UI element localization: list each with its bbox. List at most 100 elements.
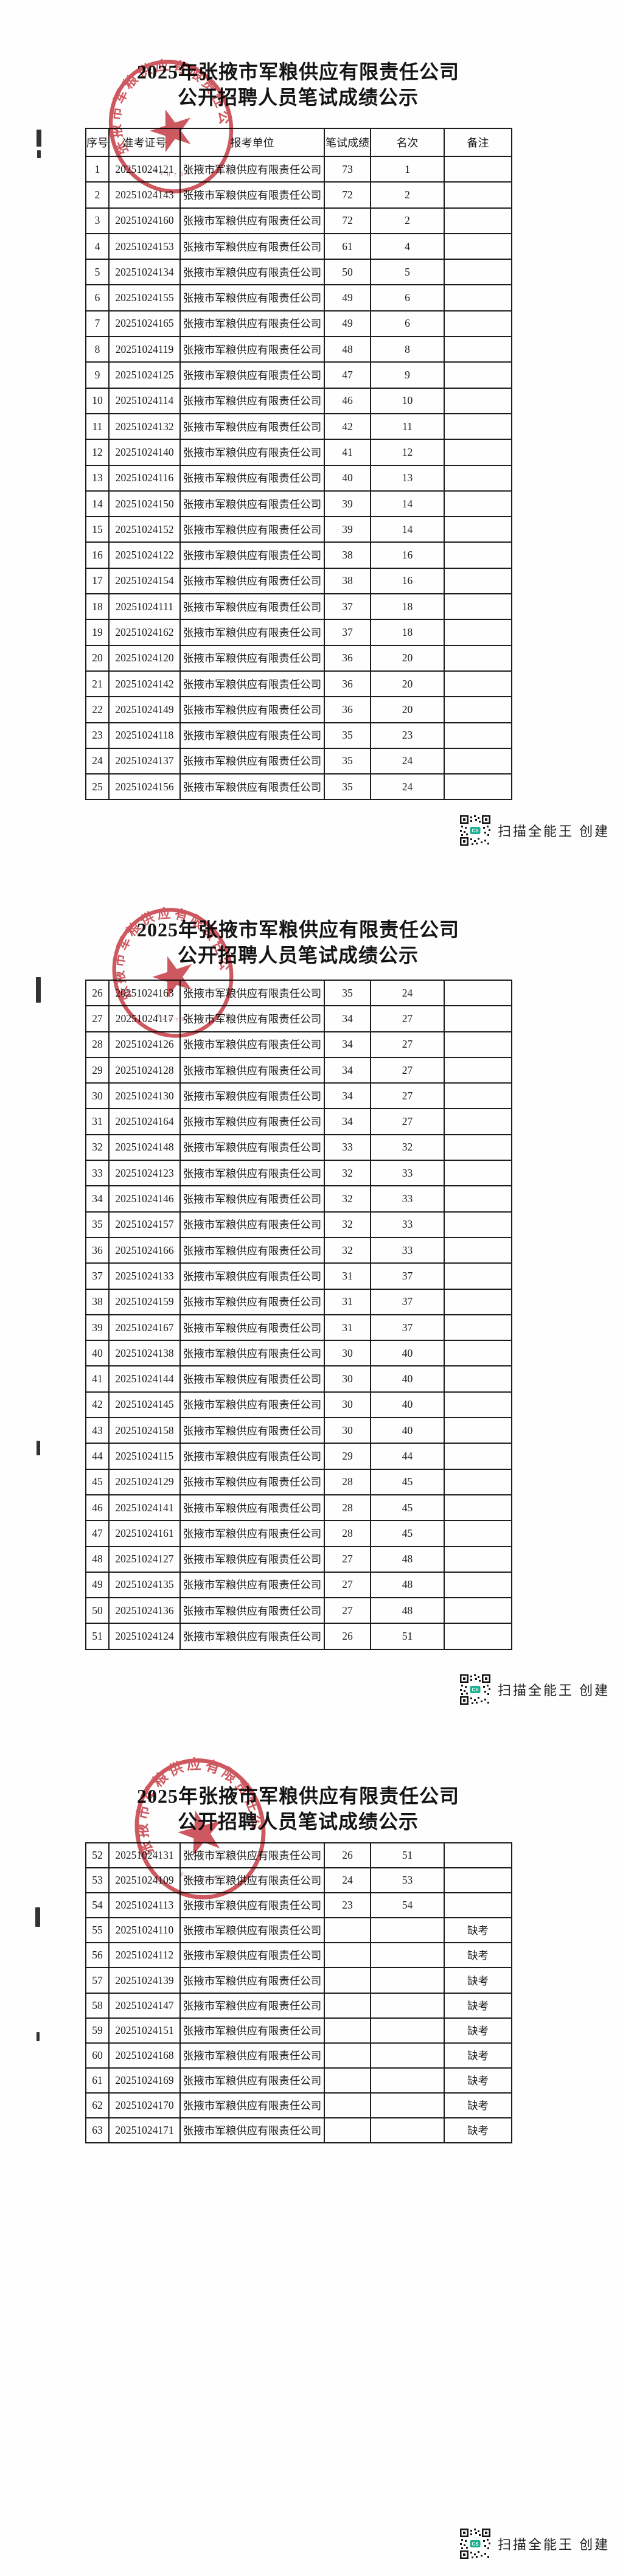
cell-score: 27: [324, 1545, 371, 1573]
svg-text:张掖市军粮供应有限责任公司: 张掖市军粮供应有限责任公司: [129, 1750, 269, 1868]
cell-no: 63: [85, 2117, 110, 2144]
seal-serial-text: 620702: [178, 1862, 221, 1891]
cell-note: [444, 644, 512, 672]
cell-no: 54: [85, 1892, 110, 1919]
cell-rank: [370, 1992, 445, 2019]
cell-admission-id: 20251024164: [108, 1108, 181, 1135]
cell-score: 39: [324, 516, 371, 543]
cell-note: [444, 1005, 512, 1032]
table-row: 56 20251024112 张掖市军粮供应有限责任公司 缺考: [85, 1942, 512, 1969]
cell-rank: 20: [370, 696, 445, 723]
cell-note: [444, 1314, 512, 1342]
cell-admission-id: 20251024145: [108, 1391, 181, 1419]
cell-admission-id: 20251024127: [108, 1545, 181, 1573]
cell-no: 26: [85, 979, 110, 1007]
table-row: 49 20251024135 张掖市军粮供应有限责任公司 27 48: [85, 1571, 512, 1599]
cell-no: 3: [85, 207, 110, 234]
cell-rank: 2: [370, 207, 445, 234]
cell-score: 30: [324, 1417, 371, 1444]
cell-unit: 张掖市军粮供应有限责任公司: [179, 1992, 325, 2019]
cell-admission-id: 20251024150: [108, 490, 181, 518]
cell-admission-id: 20251024133: [108, 1262, 181, 1290]
seal-serial-text: 620702: [152, 157, 194, 186]
cell-rank: 11: [370, 413, 445, 440]
cell-admission-id: 20251024143: [108, 181, 181, 209]
cell-admission-id: 20251024154: [108, 567, 181, 595]
cell-no: 20: [85, 644, 110, 672]
cell-score: 34: [324, 1082, 371, 1110]
cell-no: 16: [85, 541, 110, 569]
cell-rank: 27: [370, 1005, 445, 1032]
table-row: 29 20251024128 张掖市军粮供应有限责任公司 34 27: [85, 1056, 512, 1084]
cell-no: 36: [85, 1236, 110, 1264]
table-row: 1 20251024121 张掖市军粮供应有限责任公司 73 1: [85, 155, 512, 183]
score-table-page1: 序号 准考证号 报考单位 笔试成绩 名次 备注 1 20251024121 张掖市军…: [85, 128, 512, 801]
cell-score: [324, 1992, 371, 2019]
cell-no: 18: [85, 593, 110, 621]
cell-score: 42: [324, 413, 371, 440]
cell-score: 72: [324, 181, 371, 209]
table-row: 43 20251024158 张掖市军粮供应有限责任公司 30 40: [85, 1417, 512, 1444]
cell-no: 4: [85, 232, 110, 260]
table-row: 15 20251024152 张掖市军粮供应有限责任公司 39 14: [85, 516, 512, 543]
cell-score: 61: [324, 232, 371, 260]
cell-rank: 33: [370, 1160, 445, 1187]
cell-no: 28: [85, 1031, 110, 1058]
table-row: 19 20251024162 张掖市军粮供应有限责任公司 37 18: [85, 619, 512, 646]
cell-rank: 6: [370, 310, 445, 338]
cell-rank: 23: [370, 722, 445, 749]
title-line2: 公开招聘人员笔试成绩公示: [177, 944, 419, 966]
cell-no: 47: [85, 1520, 110, 1547]
seal-star-icon: [152, 956, 192, 998]
cell-admission-id: 20251024130: [108, 1082, 181, 1110]
cell-rank: 32: [370, 1133, 445, 1161]
cell-score: 40: [324, 464, 371, 492]
table-row: 20 20251024120 张掖市军粮供应有限责任公司 36 20: [85, 644, 512, 672]
cell-unit: 张掖市军粮供应有限责任公司: [179, 1031, 325, 1058]
cell-score: 32: [324, 1185, 371, 1213]
cell-no: 35: [85, 1211, 110, 1238]
cell-score: 36: [324, 670, 371, 698]
cell-admission-id: 20251024166: [108, 1236, 181, 1264]
cell-note: [444, 464, 512, 492]
table-row: 14 20251024150 张掖市军粮供应有限责任公司 39 14: [85, 490, 512, 518]
cell-no: 2: [85, 181, 110, 209]
cell-unit: 张掖市军粮供应有限责任公司: [179, 1185, 325, 1213]
cell-rank: 16: [370, 541, 445, 569]
table-row: 32 20251024148 张掖市军粮供应有限责任公司 33 32: [85, 1133, 512, 1161]
cell-no: 62: [85, 2092, 110, 2119]
cell-note: [444, 1133, 512, 1161]
cell-unit: 张掖市军粮供应有限责任公司: [179, 1917, 325, 1944]
cell-unit: 张掖市军粮供应有限责任公司: [179, 1892, 325, 1919]
cell-note: [444, 773, 512, 801]
cell-admission-id: 20251024159: [108, 1288, 181, 1315]
scan-artifact: [37, 130, 41, 147]
cell-admission-id: 20251024156: [108, 773, 181, 801]
cell-unit: 张掖市军粮供应有限责任公司: [179, 387, 325, 414]
cell-unit: 张掖市军粮供应有限责任公司: [179, 2067, 325, 2094]
table-row: 52 20251024131 张掖市军粮供应有限责任公司 26 51: [85, 1842, 512, 1869]
table-row: 48 20251024127 张掖市军粮供应有限责任公司 27 48: [85, 1545, 512, 1573]
cell-rank: 6: [370, 284, 445, 312]
cell-score: 49: [324, 284, 371, 312]
cell-score: 34: [324, 1031, 371, 1058]
cell-unit: 张掖市军粮供应有限责任公司: [179, 1288, 325, 1315]
cell-note: [444, 1262, 512, 1290]
table-row: 4 20251024153 张掖市军粮供应有限责任公司 61 4: [85, 232, 512, 260]
camscanner-watermark: CS 扫描全能王 创建: [460, 815, 610, 846]
cell-unit: 张掖市军粮供应有限责任公司: [179, 1262, 325, 1290]
cell-note: [444, 387, 512, 414]
cell-no: 14: [85, 490, 110, 518]
cell-rank: 45: [370, 1520, 445, 1547]
cell-score: 30: [324, 1391, 371, 1419]
cell-unit: 张掖市军粮供应有限责任公司: [179, 1417, 325, 1444]
table-row: 25 20251024156 张掖市军粮供应有限责任公司 35 24: [85, 773, 512, 801]
cell-rank: 27: [370, 1108, 445, 1135]
cell-rank: [370, 1967, 445, 1994]
cell-admission-id: 20251024149: [108, 696, 181, 723]
cell-no: 39: [85, 1314, 110, 1342]
cell-admission-id: 20251024141: [108, 1494, 181, 1522]
table-row: 27 20251024117 张掖市军粮供应有限责任公司 34 27: [85, 1005, 512, 1032]
cell-unit: 张掖市军粮供应有限责任公司: [179, 1942, 325, 1969]
